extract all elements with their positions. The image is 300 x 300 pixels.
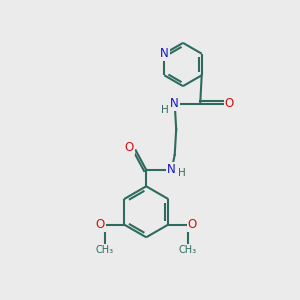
Text: O: O — [225, 97, 234, 110]
Text: H: H — [178, 168, 186, 178]
Text: N: N — [167, 163, 176, 176]
Text: CH₃: CH₃ — [179, 245, 197, 255]
Text: N: N — [160, 47, 169, 60]
Text: O: O — [95, 218, 105, 231]
Text: O: O — [124, 141, 134, 154]
Text: H: H — [161, 105, 169, 116]
Text: N: N — [170, 97, 179, 110]
Text: O: O — [188, 218, 197, 231]
Text: CH₃: CH₃ — [96, 245, 114, 255]
